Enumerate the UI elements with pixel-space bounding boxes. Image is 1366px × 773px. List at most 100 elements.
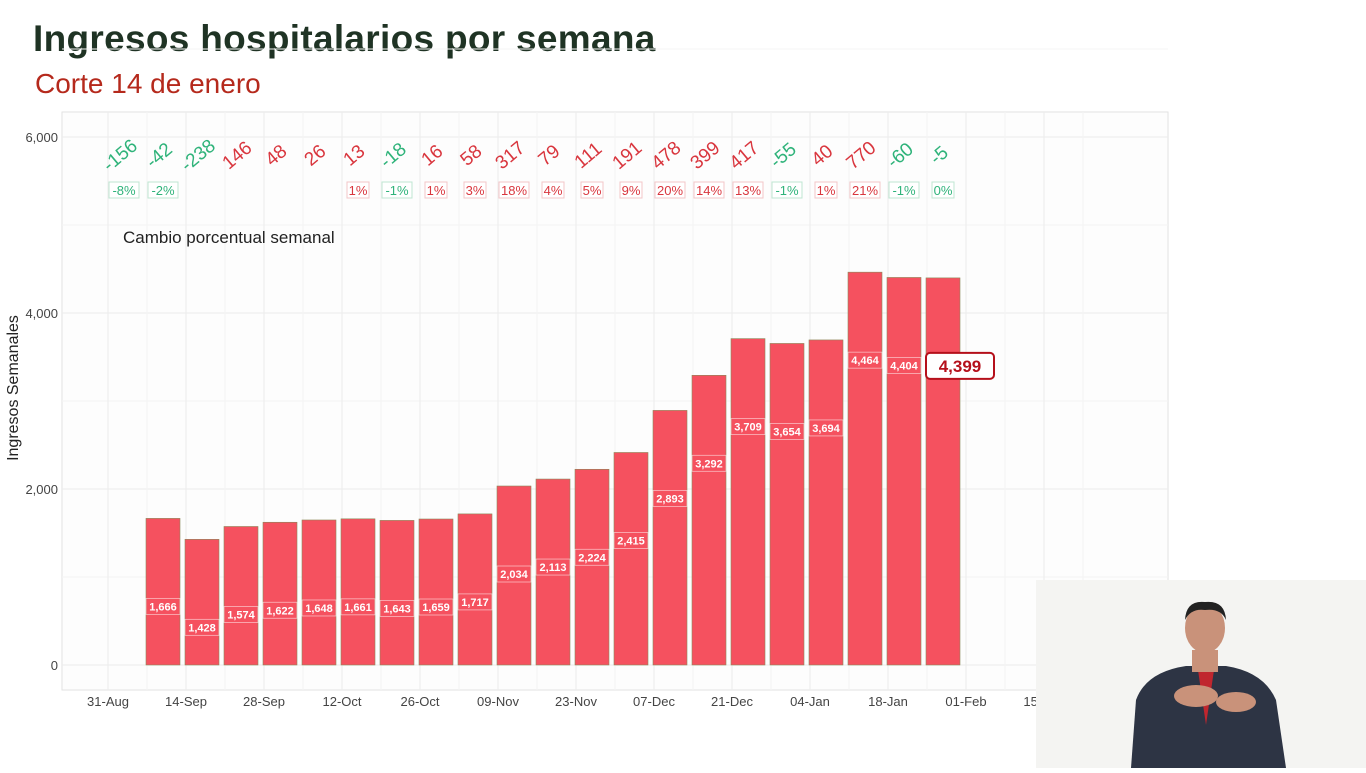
- x-tick-label: 09-Nov: [477, 694, 519, 709]
- bar: [301, 519, 337, 666]
- bar: [535, 478, 571, 666]
- weekly-pct-box: [888, 181, 920, 199]
- x-tick-label: 07-Dec: [633, 694, 675, 709]
- weekly-pct-label: 21%: [852, 183, 878, 198]
- value-label-box: [262, 601, 298, 619]
- y-tick-label: 4,000: [25, 306, 58, 321]
- weekly-pct-label: 3%: [466, 183, 485, 198]
- value-label: 3,694: [812, 423, 840, 435]
- weekly-pct-label: 4%: [544, 183, 563, 198]
- weekly-pct-label: 5%: [583, 183, 602, 198]
- weekly-pct-box: [346, 181, 370, 199]
- weekly-pct-label: 14%: [696, 183, 722, 198]
- highlight-label-box: [925, 351, 995, 380]
- value-label: 1,574: [227, 609, 255, 621]
- value-label: 2,034: [500, 569, 528, 581]
- value-label: 2,415: [617, 535, 645, 547]
- value-label: 1,659: [422, 602, 450, 614]
- bar: [808, 339, 844, 666]
- weekly-pct-label: 18%: [501, 183, 527, 198]
- bar: [379, 520, 415, 666]
- bar: [769, 343, 805, 666]
- bar: [574, 468, 610, 666]
- y-tick-label: 0: [51, 658, 58, 673]
- value-label-box: [769, 423, 805, 440]
- highlight-value-label: 4,399: [939, 357, 982, 376]
- value-label-box: [379, 600, 415, 617]
- value-label-box: [535, 558, 571, 576]
- value-label-box: [808, 419, 844, 437]
- value-label-box: [691, 454, 727, 472]
- weekly-pct-box: [108, 181, 140, 199]
- x-tick-label: 04-Jan: [790, 694, 830, 709]
- x-tick-label: 12-Oct: [322, 694, 361, 709]
- weekly-pct-box: [654, 181, 686, 199]
- weekly-pct-box: [849, 181, 881, 199]
- weekly-pct-box: [619, 181, 643, 199]
- x-tick-label: 31-Aug: [87, 694, 129, 709]
- interpreter-figure: [1131, 601, 1286, 768]
- weekly-pct-box: [147, 181, 179, 199]
- y-tick-label: 6,000: [25, 130, 58, 145]
- sign-language-interpreter-video: [1036, 580, 1366, 768]
- y-axis-label: Ingresos Semanales: [5, 315, 22, 461]
- value-label: 1,666: [149, 601, 177, 613]
- value-label: 2,113: [540, 562, 567, 574]
- value-label-box: [340, 598, 376, 616]
- value-label-box: [613, 532, 649, 549]
- bar: [691, 375, 727, 666]
- value-label-box: [730, 418, 766, 436]
- value-label: 2,893: [656, 493, 684, 505]
- weekly-pct-box: [541, 181, 565, 199]
- value-label-box: [574, 548, 610, 566]
- value-label: 4,464: [851, 355, 879, 367]
- weekly-pct-box: [463, 181, 487, 199]
- bar: [886, 277, 922, 666]
- value-label: 1,717: [461, 597, 489, 609]
- weekly-pct-box: [424, 181, 448, 199]
- value-label: 3,709: [734, 422, 762, 434]
- value-label-box: [418, 598, 454, 616]
- weekly-pct-label: 0%: [934, 183, 953, 198]
- weekly-pct-box: [931, 181, 955, 199]
- bar: [184, 539, 220, 666]
- x-tick-label: 23-Nov: [555, 694, 597, 709]
- bar: [145, 518, 181, 666]
- bar: [847, 271, 883, 666]
- value-label-box: [886, 357, 922, 374]
- value-label: 1,643: [383, 603, 411, 615]
- value-label: 1,428: [188, 622, 216, 634]
- value-label: 1,661: [344, 602, 372, 614]
- value-label: 2,224: [578, 552, 606, 564]
- x-tick-label: 18-Jan: [868, 694, 908, 709]
- value-label: 1,622: [266, 605, 294, 617]
- x-tick-label: 28-Sep: [243, 694, 285, 709]
- weekly-pct-label: 1%: [817, 183, 836, 198]
- value-label-box: [652, 490, 688, 507]
- weekly-pct-label: -1%: [385, 183, 409, 198]
- weekly-pct-box: [498, 181, 530, 199]
- bar: [730, 338, 766, 666]
- y-tick-label: 2,000: [25, 482, 58, 497]
- bar: [262, 521, 298, 666]
- x-tick-label: 26-Oct: [400, 694, 439, 709]
- x-tick-label: 01-Feb: [945, 694, 986, 709]
- value-label-box: [223, 606, 259, 623]
- x-tick-label: 14-Sep: [165, 694, 207, 709]
- bar: [457, 513, 493, 666]
- bar: [496, 485, 532, 666]
- bar: [418, 518, 454, 666]
- weekly-pct-label: 20%: [657, 183, 683, 198]
- value-label-box: [184, 618, 220, 636]
- weekly-pct-box: [693, 181, 725, 199]
- weekly-pct-label: -8%: [112, 183, 136, 198]
- bar: [223, 526, 259, 666]
- weekly-pct-label: 1%: [349, 183, 368, 198]
- weekly-pct-box: [580, 181, 604, 199]
- weekly-pct-label: 13%: [735, 183, 761, 198]
- value-label-box: [847, 351, 883, 369]
- value-label: 3,654: [773, 426, 801, 438]
- value-label-box: [457, 593, 493, 611]
- weekly-pct-label: -2%: [151, 183, 175, 198]
